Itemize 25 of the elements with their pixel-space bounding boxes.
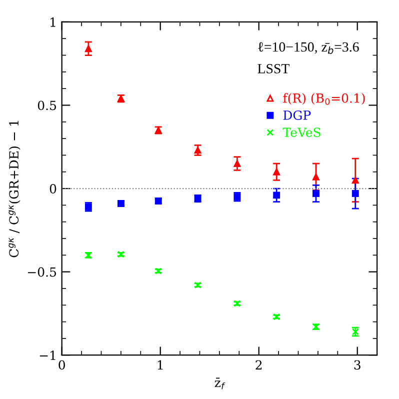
point bbox=[352, 176, 359, 184]
x-tick-label: 0 bbox=[58, 360, 65, 370]
point bbox=[84, 45, 92, 52]
annotation: ℓ=10−150, z̄$_{b}$=3.6 bbox=[258, 42, 359, 54]
point bbox=[273, 168, 280, 176]
y-axis-title: C$^{gκ}$ / C$^{gκ}$(GR+DE) − 1 bbox=[8, 120, 20, 258]
legend-label: f(R) (B$_{0}$=0.1) bbox=[283, 93, 365, 105]
y-tick-label: −0.5 bbox=[28, 267, 56, 277]
point bbox=[273, 192, 280, 199]
point bbox=[234, 160, 241, 168]
legend-label: DGP bbox=[283, 110, 311, 120]
y-tick-label: 1 bbox=[50, 17, 56, 27]
x-axis-title: z̄$_{f}$ bbox=[214, 378, 226, 390]
point bbox=[312, 190, 320, 197]
x-tick-label: 1 bbox=[158, 360, 163, 370]
point bbox=[194, 146, 202, 154]
point bbox=[352, 190, 359, 197]
point bbox=[312, 173, 320, 180]
y-tick-label: 0 bbox=[50, 184, 56, 194]
y-tick-label: −1 bbox=[40, 350, 56, 360]
x-tick-label: 2 bbox=[256, 360, 262, 370]
y-tick-label: 0.5 bbox=[38, 100, 56, 110]
legend-label: TeVeS bbox=[282, 128, 320, 138]
annotation: LSST bbox=[258, 64, 290, 74]
x-tick-label: 3 bbox=[354, 360, 360, 370]
